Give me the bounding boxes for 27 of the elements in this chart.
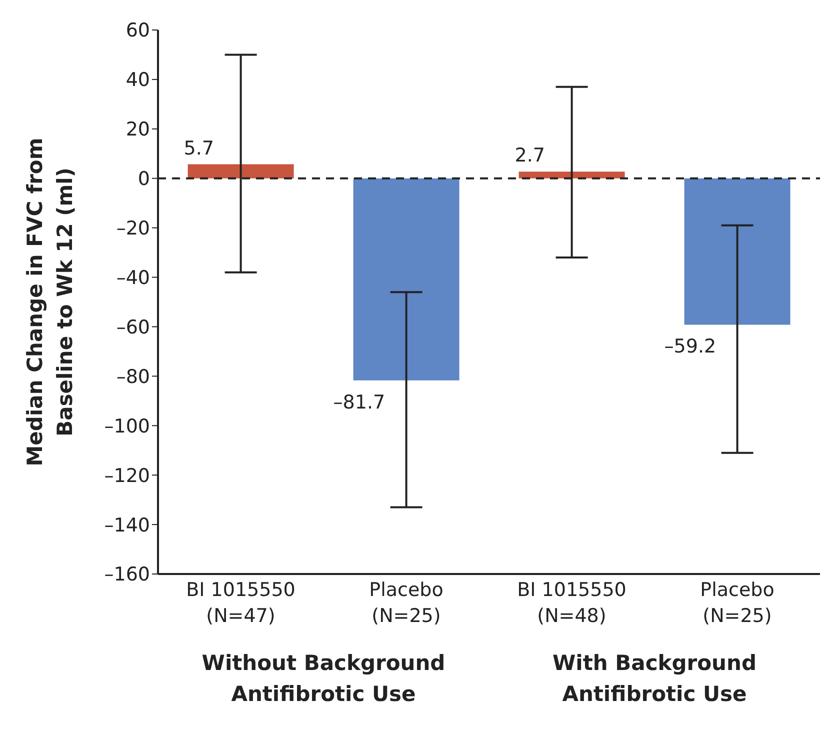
y-tick-label: –40 bbox=[116, 267, 150, 290]
data-label: –81.7 bbox=[333, 391, 386, 414]
y-tick-label: 0 bbox=[138, 168, 150, 190]
y-tick-label: –80 bbox=[116, 366, 150, 388]
y-tick-label: –20 bbox=[116, 218, 150, 240]
y-tick-label: –60 bbox=[116, 316, 150, 338]
y-tick-label: 40 bbox=[126, 69, 150, 92]
bar bbox=[518, 172, 625, 178]
y-tick-label: –100 bbox=[104, 415, 150, 438]
bar bbox=[188, 164, 294, 178]
y-tick-label: 60 bbox=[126, 20, 150, 42]
text: With Background Antifibrotic Use bbox=[551, 650, 758, 708]
y-axis-title: Median Change in FVC from Baseline to Wk 12 (ml) bbox=[23, 138, 77, 466]
bar bbox=[353, 178, 460, 380]
text: Without Background Antifibrotic Use bbox=[200, 650, 446, 708]
x-tick-label: BI 1015550 (N=48) bbox=[517, 579, 626, 627]
y-tick-label: –160 bbox=[104, 564, 150, 586]
bar bbox=[684, 178, 790, 325]
y-tick-label: –140 bbox=[104, 514, 150, 536]
data-label: 5.7 bbox=[184, 137, 214, 160]
x-tick-label: Placebo (N=25) bbox=[700, 579, 774, 627]
data-label: –59.2 bbox=[664, 336, 716, 358]
y-tick-label: –120 bbox=[104, 464, 150, 487]
data-label: 2.7 bbox=[514, 144, 546, 167]
y-tick-label: 20 bbox=[126, 118, 150, 141]
x-tick-label: Placebo (N=25) bbox=[369, 579, 444, 627]
x-tick-label: BI 1015550 (N=47) bbox=[186, 579, 296, 627]
